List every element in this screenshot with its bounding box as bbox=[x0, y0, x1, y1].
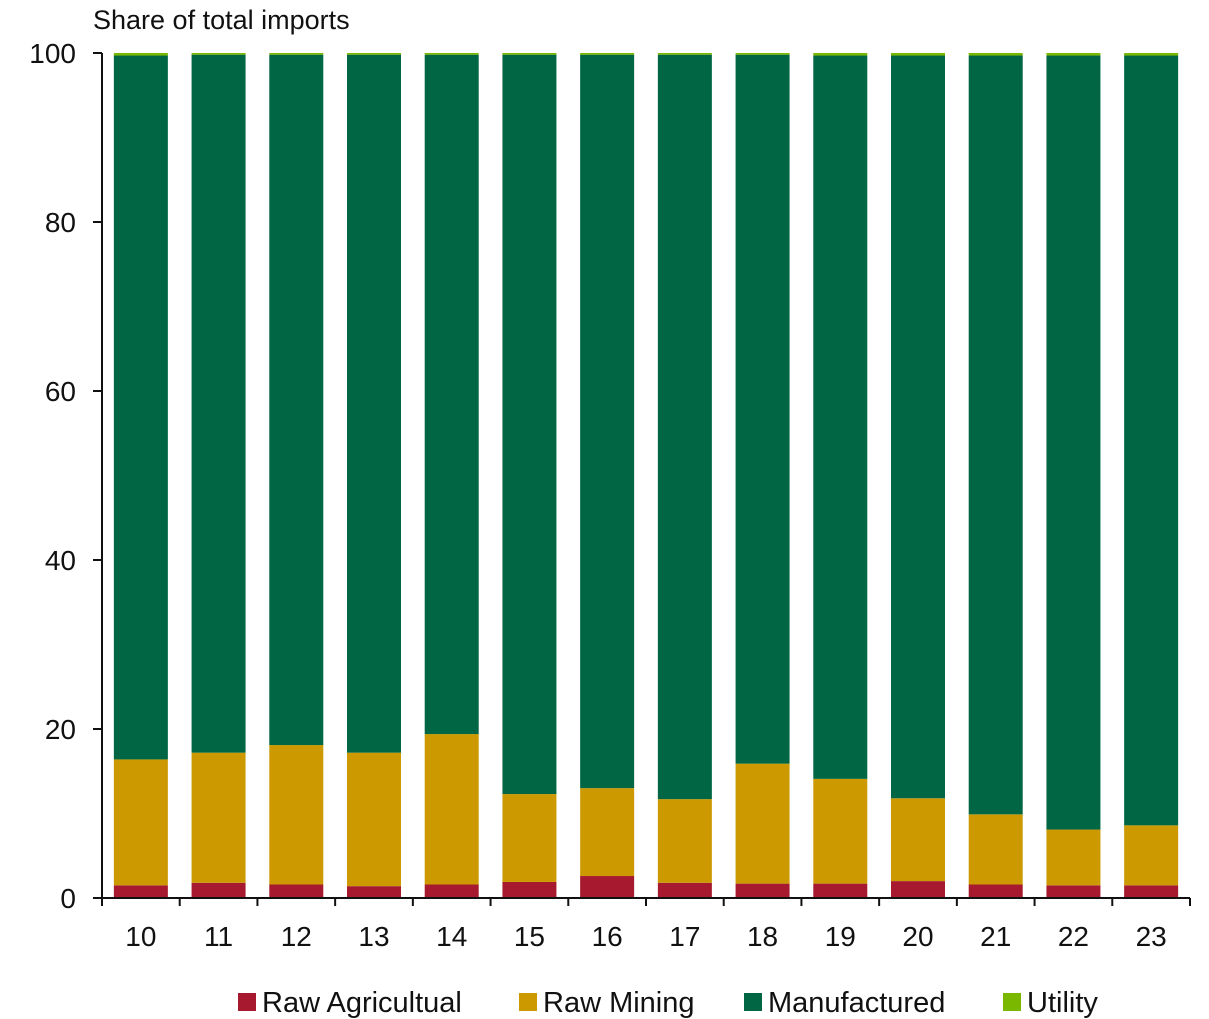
bar-segment-raw-agricultual-20 bbox=[891, 881, 945, 898]
legend-label-utility: Utility bbox=[1027, 987, 1098, 1019]
bar-area bbox=[113, 53, 1179, 898]
bar-segment-utility-22 bbox=[1046, 53, 1101, 56]
bar-segment-raw-agricultual-21 bbox=[968, 884, 1023, 898]
x-tick-label: 15 bbox=[514, 921, 545, 952]
bar-segment-raw-agricultual-13 bbox=[347, 886, 401, 898]
x-tick-label: 23 bbox=[1136, 921, 1167, 952]
bar-segment-raw-mining-16 bbox=[580, 788, 635, 877]
bar-segment-manufactured-13 bbox=[347, 54, 401, 753]
bar-segment-utility-17 bbox=[657, 53, 712, 55]
x-tick-label: 14 bbox=[436, 921, 467, 952]
bar-segment-manufactured-11 bbox=[191, 54, 246, 753]
bar-segment-manufactured-23 bbox=[1124, 55, 1179, 826]
legend-label-raw-agricultual: Raw Agricultual bbox=[262, 987, 462, 1019]
x-tick-label: 10 bbox=[125, 921, 156, 952]
axes: 10 11 12 13 14 15 16 17 18 19 20 21 22 23 0 20 40 60 80 100 bbox=[29, 38, 1191, 952]
y-tick-label: 0 bbox=[60, 883, 76, 914]
bar-segment-manufactured-15 bbox=[502, 54, 557, 795]
x-tick-label: 17 bbox=[669, 921, 700, 952]
bar-segment-raw-agricultual-16 bbox=[580, 876, 635, 898]
x-tick-label: 13 bbox=[358, 921, 389, 952]
bar-segment-raw-mining-17 bbox=[657, 799, 712, 883]
legend-label-raw-mining: Raw Mining bbox=[543, 987, 695, 1019]
legend-label-manufactured: Manufactured bbox=[768, 987, 945, 1019]
bar-segment-raw-agricultual-19 bbox=[813, 883, 868, 898]
bar-segment-raw-agricultual-22 bbox=[1046, 885, 1101, 898]
bar-segment-raw-mining-18 bbox=[735, 763, 790, 884]
bar-segment-raw-mining-23 bbox=[1124, 825, 1179, 886]
bar-segment-utility-23 bbox=[1124, 53, 1179, 56]
chart-title: Share of total imports bbox=[93, 5, 350, 35]
bar-segment-raw-agricultual-14 bbox=[424, 884, 479, 898]
bar-segment-raw-agricultual-17 bbox=[657, 882, 712, 898]
bar-segment-manufactured-17 bbox=[657, 54, 712, 800]
bar-segment-raw-mining-14 bbox=[424, 734, 479, 885]
legend-swatch-raw-mining bbox=[519, 993, 537, 1011]
x-tick-label: 22 bbox=[1058, 921, 1089, 952]
legend-swatch-raw-agricultual bbox=[238, 993, 256, 1011]
y-tick-label: 60 bbox=[45, 376, 76, 407]
y-tick-label: 100 bbox=[29, 38, 76, 69]
bar-segment-raw-mining-22 bbox=[1046, 829, 1101, 886]
bar-segment-utility-21 bbox=[968, 53, 1023, 56]
bar-segment-utility-14 bbox=[424, 53, 479, 55]
x-tick-label: 11 bbox=[204, 921, 233, 952]
bar-segment-raw-mining-21 bbox=[968, 814, 1023, 885]
bar-segment-manufactured-16 bbox=[580, 54, 635, 789]
bar-segment-raw-agricultual-23 bbox=[1124, 885, 1179, 898]
bar-segment-raw-mining-13 bbox=[347, 752, 401, 887]
bar-segment-manufactured-20 bbox=[891, 55, 945, 799]
bar-segment-raw-agricultual-15 bbox=[502, 881, 557, 898]
bar-segment-utility-15 bbox=[502, 53, 557, 55]
bar-segment-utility-19 bbox=[813, 53, 868, 56]
legend-swatch-manufactured bbox=[744, 993, 762, 1011]
y-tick-label: 80 bbox=[45, 207, 76, 238]
bar-segment-utility-10 bbox=[113, 53, 168, 56]
bar-segment-raw-mining-20 bbox=[891, 798, 945, 882]
legend: Raw Agricultual Raw Mining Manufactured Uti… bbox=[238, 987, 1098, 1019]
bar-segment-utility-16 bbox=[580, 53, 635, 55]
bar-segment-utility-20 bbox=[891, 53, 945, 56]
bar-segment-raw-mining-11 bbox=[191, 752, 246, 883]
y-tick-label: 40 bbox=[45, 545, 76, 576]
bar-segment-raw-agricultual-11 bbox=[191, 882, 246, 898]
bar-segment-utility-13 bbox=[347, 53, 401, 55]
x-tick-label: 21 bbox=[980, 921, 1011, 952]
x-tick-label: 19 bbox=[825, 921, 856, 952]
x-tick-label: 18 bbox=[747, 921, 778, 952]
bar-segment-manufactured-18 bbox=[735, 54, 790, 764]
bar-segment-manufactured-22 bbox=[1046, 55, 1101, 830]
bar-segment-utility-18 bbox=[735, 53, 790, 55]
bar-segment-manufactured-14 bbox=[424, 54, 479, 735]
bar-segment-raw-mining-12 bbox=[269, 745, 324, 885]
bar-segment-raw-mining-15 bbox=[502, 794, 557, 882]
x-tick-label: 20 bbox=[902, 921, 933, 952]
bar-segment-utility-11 bbox=[191, 53, 246, 55]
legend-swatch-utility bbox=[1003, 993, 1021, 1011]
bar-segment-manufactured-12 bbox=[269, 54, 324, 746]
bar-segment-raw-mining-10 bbox=[113, 759, 168, 886]
bar-segment-manufactured-21 bbox=[968, 55, 1023, 815]
x-tick-label: 12 bbox=[281, 921, 312, 952]
x-tick-label: 16 bbox=[592, 921, 623, 952]
bar-segment-raw-agricultual-12 bbox=[269, 884, 324, 898]
bar-segment-raw-mining-19 bbox=[813, 778, 868, 884]
bar-segment-raw-agricultual-10 bbox=[113, 885, 168, 898]
bar-segment-raw-agricultual-18 bbox=[735, 883, 790, 898]
y-tick-label: 20 bbox=[45, 714, 76, 745]
bar-segment-utility-12 bbox=[269, 53, 324, 55]
bar-segment-manufactured-19 bbox=[813, 55, 868, 779]
bar-segment-manufactured-10 bbox=[113, 55, 168, 760]
